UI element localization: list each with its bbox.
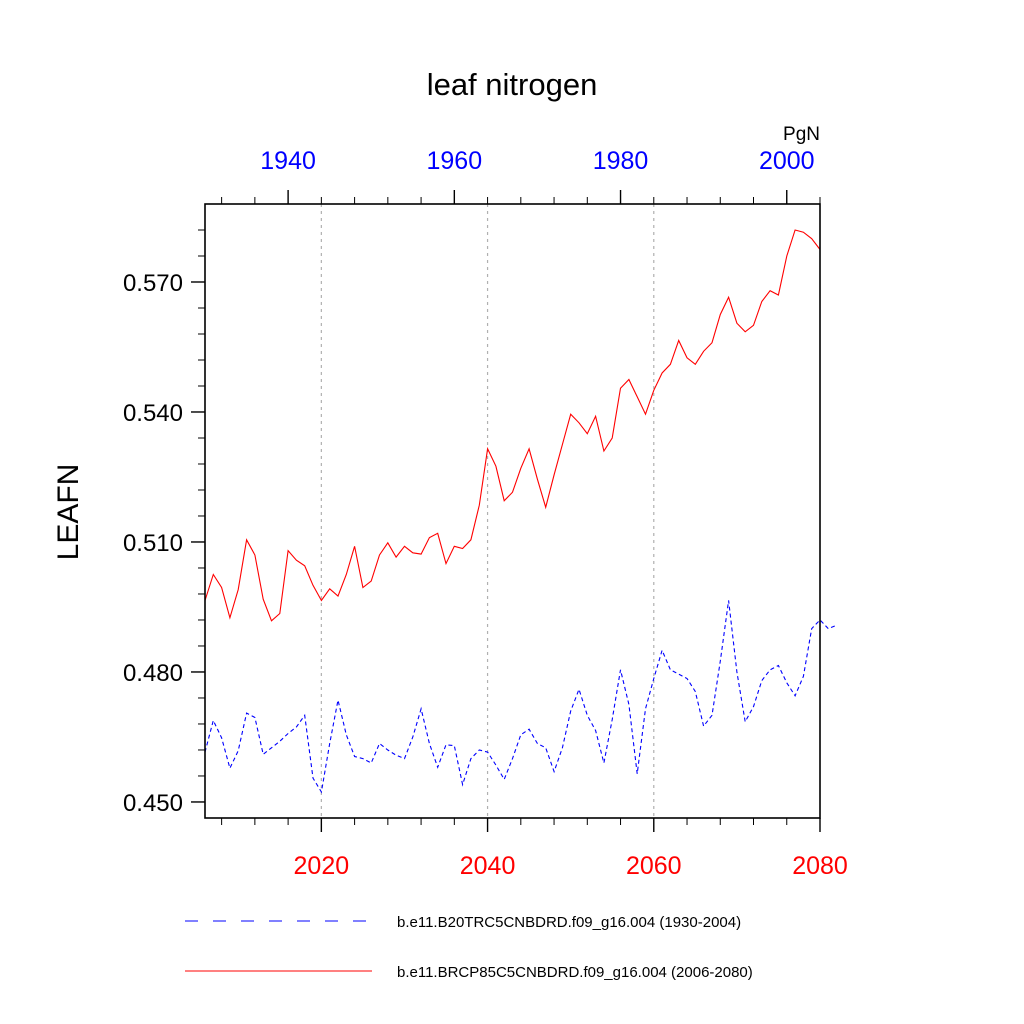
bottom-tick-label-3: 2080 (792, 852, 848, 880)
legend-label-1: b.e11.BRCP85C5CNBDRD.f09_g16.004 (2006-2… (397, 964, 753, 981)
grid-lines (320, 204, 655, 818)
top-tick-label-1: 1960 (427, 147, 483, 175)
top-tick-label-3: 2000 (759, 147, 815, 175)
plot-frame (204, 203, 821, 819)
top-tick-label-2: 1980 (593, 147, 649, 175)
legend: b.e11.B20TRC5CNBDRD.f09_g16.004 (1930-20… (185, 914, 753, 981)
top-tick-label-0: 1940 (260, 147, 316, 175)
series-lines (204, 229, 837, 794)
chart-title: leaf nitrogen (427, 67, 598, 102)
y-tick-label-0: 0.450 (123, 790, 183, 817)
y-tick-label-3: 0.540 (123, 400, 183, 427)
y-tick-label-2: 0.510 (123, 530, 183, 557)
bottom-tick-label-1: 2040 (460, 852, 516, 880)
units-label: PgN (783, 124, 820, 145)
bottom-tick-label-2: 2060 (626, 852, 682, 880)
axis-tick-labels: 0.450 0.480 0.510 0.540 0.570 2020 2040 2060 208… (123, 147, 848, 880)
series-line-0 (204, 600, 837, 794)
bottom-tick-label-0: 2020 (294, 852, 350, 880)
axis-ticks (191, 190, 821, 832)
y-axis-label: LEAFN (52, 464, 85, 561)
y-tick-label-1: 0.480 (123, 660, 183, 687)
legend-label-0: b.e11.B20TRC5CNBDRD.f09_g16.004 (1930-20… (397, 914, 741, 931)
series-line-1 (204, 229, 821, 622)
y-tick-label-4: 0.570 (123, 270, 183, 297)
